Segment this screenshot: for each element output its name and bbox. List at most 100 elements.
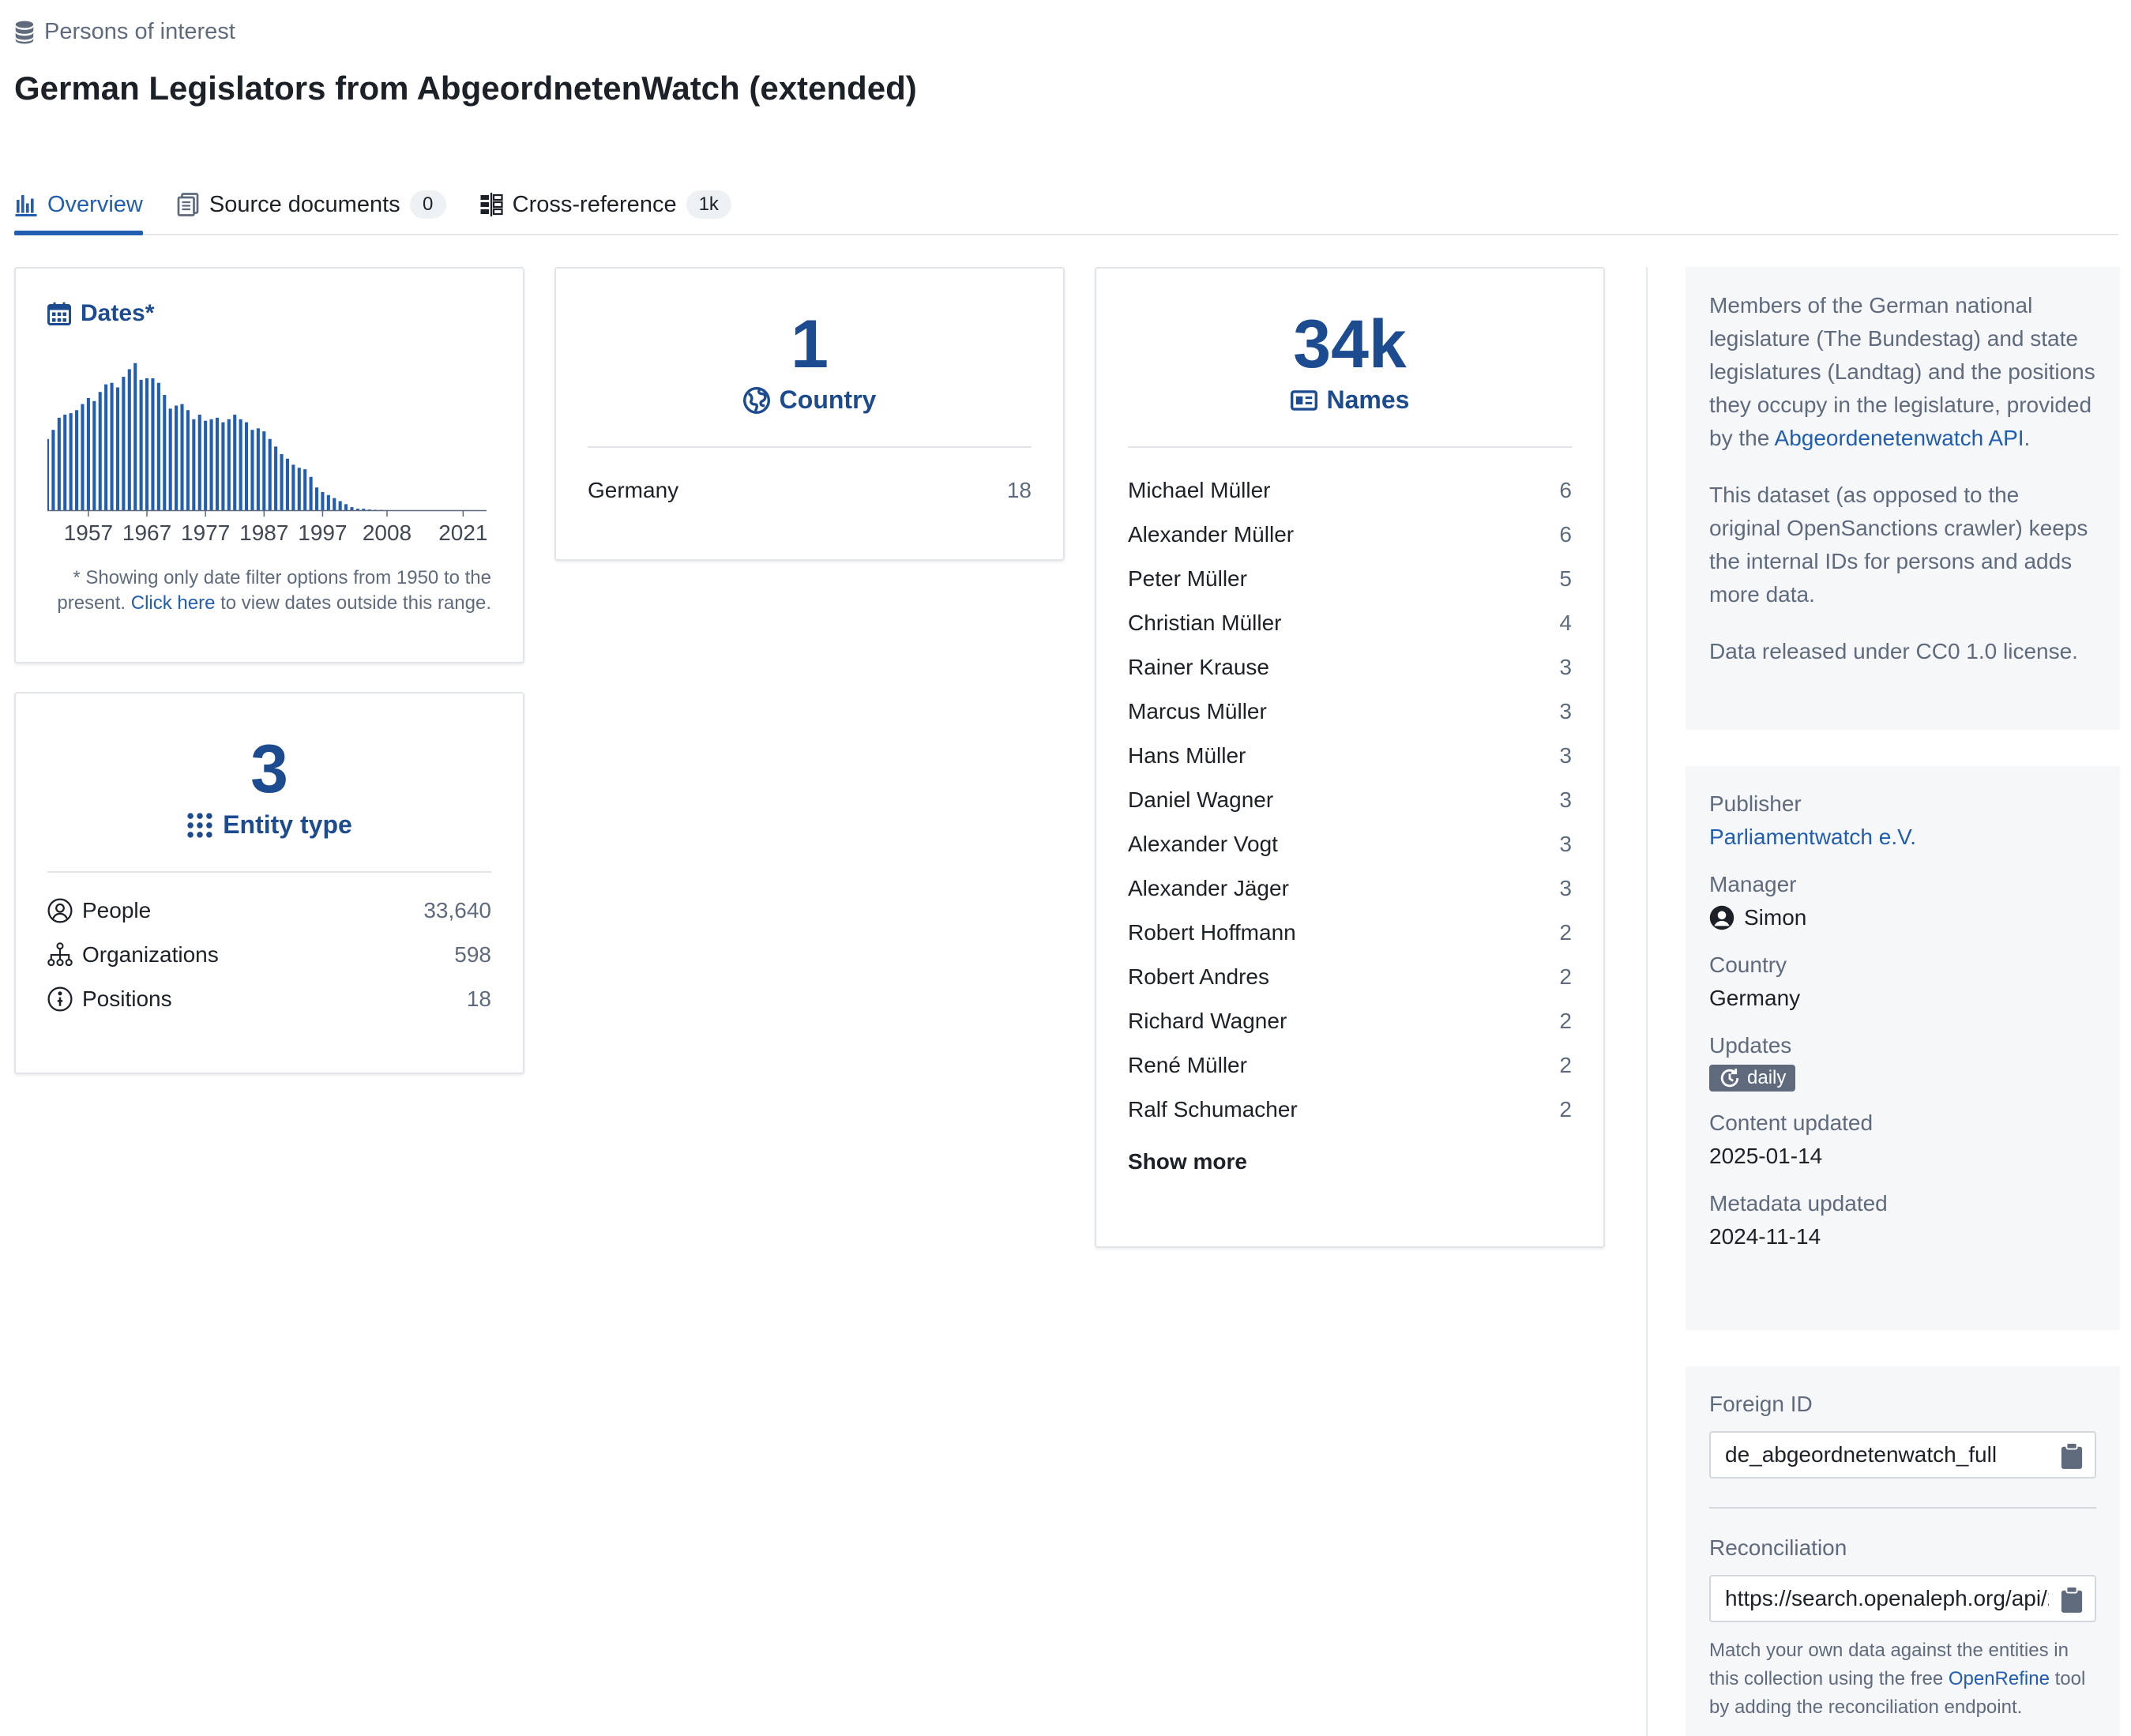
histogram-bar[interactable] [145,378,149,510]
name-row[interactable]: Alexander Jäger 3 [1096,866,1603,911]
histogram-bar[interactable] [75,410,79,510]
clipboard-icon[interactable] [2060,1586,2084,1613]
histogram-bar[interactable] [274,446,278,510]
histogram-bar[interactable] [374,509,378,510]
country-meta-value: Germany [1709,986,1801,1010]
histogram-bar[interactable] [256,428,260,510]
name-row[interactable]: Hans Müller 3 [1096,734,1603,778]
histogram-bar[interactable] [209,419,213,510]
tab-source-documents[interactable]: Source documents 0 [176,175,446,234]
entity-row-people[interactable]: People 33,640 [16,889,523,933]
histogram-bar[interactable] [297,468,301,510]
histogram-bar[interactable] [239,419,242,510]
histogram-bar[interactable] [314,487,319,510]
foreign-id-field[interactable]: de_abgeordnetenwatch_full [1709,1431,2096,1479]
histogram-bar[interactable] [326,494,330,510]
histogram-bar[interactable] [344,504,348,510]
histogram-bar[interactable] [221,422,225,510]
show-more-button[interactable]: Show more [1128,1149,1247,1174]
histogram-bar[interactable] [110,382,114,510]
histogram-bar[interactable] [204,420,208,510]
name-row[interactable]: Michael Müller 6 [1096,468,1603,513]
histogram-bar[interactable] [309,476,313,510]
name-row[interactable]: Rainer Krause 3 [1096,645,1603,690]
names-count: 34k [1293,306,1407,382]
histogram-bar[interactable] [86,397,90,510]
entity-row-organizations[interactable]: Organizations 598 [16,933,523,977]
histogram-bar[interactable] [338,501,342,510]
histogram-bar[interactable] [168,408,172,510]
histogram-bar[interactable] [163,395,167,510]
documents-icon [177,193,199,216]
histogram-bar[interactable] [47,438,50,510]
histogram-bar[interactable] [285,458,289,510]
histogram-bar[interactable] [81,404,85,510]
name-row-count: 2 [1559,1009,1572,1033]
histogram-bar[interactable] [104,384,108,510]
tab-overview[interactable]: Overview [14,175,143,235]
histogram-bar[interactable] [280,453,284,510]
histogram-bar[interactable] [69,413,73,510]
histogram-bar[interactable] [57,417,61,510]
histogram-bar[interactable] [127,369,131,510]
grid-dots-icon [187,812,212,838]
name-row-count: 3 [1559,655,1572,679]
histogram-bar[interactable] [92,400,96,510]
histogram-bar[interactable] [98,392,102,510]
api-link[interactable]: Abgeordenetenwatch API [1774,426,2024,450]
histogram-bar[interactable] [227,419,231,510]
name-row[interactable]: Alexander Müller 6 [1096,513,1603,557]
histogram-bar[interactable] [245,422,249,510]
name-row[interactable]: Alexander Vogt 3 [1096,822,1603,866]
name-row-count: 6 [1559,522,1572,547]
openrefine-link[interactable]: OpenRefine [1948,1668,2050,1689]
histogram-bar[interactable] [350,507,354,510]
clipboard-icon[interactable] [2060,1442,2084,1469]
name-row[interactable]: Daniel Wagner 3 [1096,778,1603,822]
breadcrumb[interactable]: Persons of interest [14,19,235,45]
histogram-bar[interactable] [262,431,266,510]
histogram-bar[interactable] [122,377,126,510]
dates-click-here-link[interactable]: Click here [130,592,216,614]
histogram-bar[interactable] [303,469,307,510]
name-row[interactable]: Christian Müller 4 [1096,601,1603,645]
histogram-bar[interactable] [355,509,359,510]
histogram-bar[interactable] [63,415,67,510]
publisher-link[interactable]: Parliamentwatch e.V. [1709,825,1916,849]
country-label-wrap: Country [556,385,1063,415]
histogram-bar[interactable] [151,378,155,510]
name-row[interactable]: René Müller 2 [1096,1043,1603,1088]
histogram-bar[interactable] [250,430,254,510]
entity-row-positions[interactable]: Positions 18 [16,977,523,1021]
histogram-bar[interactable] [362,509,366,510]
histogram-bar[interactable] [180,404,184,510]
country-row[interactable]: Germany 18 [556,468,1063,513]
name-row[interactable]: Ralf Schumacher 2 [1096,1088,1603,1132]
histogram-bar[interactable] [51,430,55,510]
name-row[interactable]: Robert Andres 2 [1096,955,1603,999]
name-row[interactable]: Peter Müller 5 [1096,557,1603,601]
tab-cross-reference[interactable]: Cross-reference 1k [479,175,731,234]
histogram-bar[interactable] [233,415,237,510]
name-row[interactable]: Marcus Müller 3 [1096,690,1603,734]
manager-value[interactable]: Simon [1709,900,2096,935]
name-row[interactable]: Richard Wagner 2 [1096,999,1603,1043]
histogram-bar[interactable] [192,419,196,510]
column-divider [1646,267,1648,1736]
dates-histogram[interactable]: 1957 1967 1977 1987 1997 2008 2021 [47,355,494,553]
histogram-bar[interactable] [115,387,119,510]
histogram-bar[interactable] [333,498,336,510]
histogram-bar[interactable] [268,438,272,510]
histogram-bar[interactable] [197,415,201,510]
histogram-bar[interactable] [186,410,190,510]
name-row[interactable]: Robert Hoffmann 2 [1096,911,1603,955]
histogram-bar[interactable] [321,491,325,510]
histogram-bar[interactable] [367,509,371,510]
reconciliation-field[interactable]: https://search.openaleph.org/api/2/recon… [1709,1575,2096,1622]
histogram-bar[interactable] [215,417,220,510]
histogram-bar[interactable] [291,464,295,510]
histogram-bar[interactable] [156,382,160,510]
histogram-bar[interactable] [139,379,143,510]
histogram-bar[interactable] [175,405,179,510]
histogram-bar[interactable] [133,363,137,510]
